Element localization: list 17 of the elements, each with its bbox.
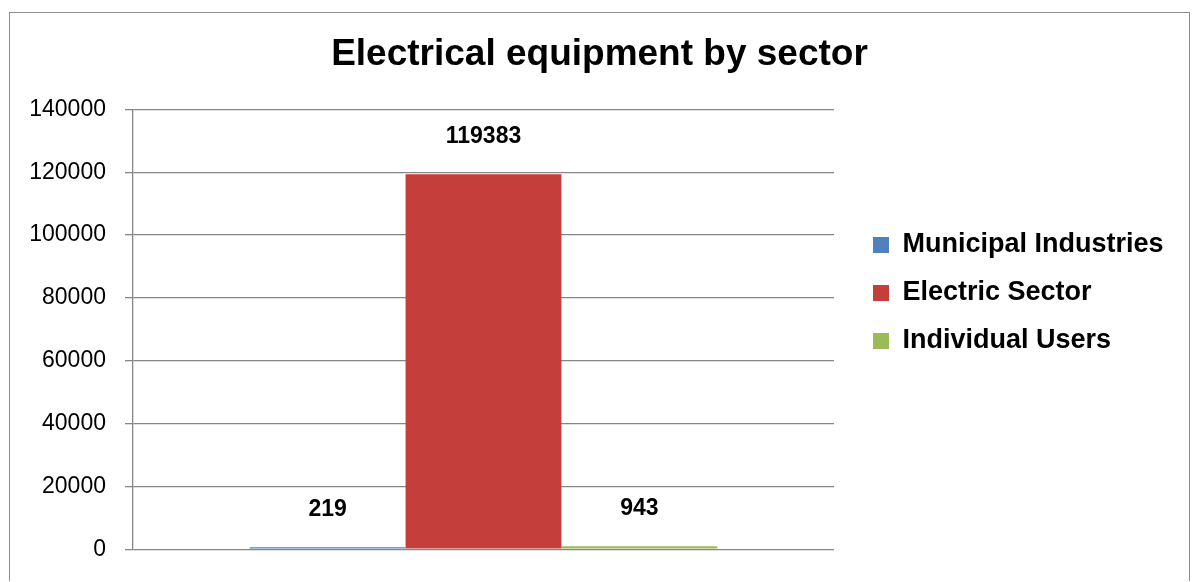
y-tick-label: 0 — [93, 534, 106, 561]
y-tick-label: 40000 — [42, 408, 106, 435]
legend-label: Electric Sector — [902, 276, 1093, 307]
bar — [561, 546, 718, 549]
data-label: 119383 — [445, 121, 522, 148]
data-label: 219 — [308, 494, 347, 521]
y-tick-label: 120000 — [29, 157, 106, 184]
y-tick-label: 60000 — [42, 346, 106, 373]
legend-label: Municipal Industries — [902, 228, 1164, 259]
y-tick-label: 20000 — [42, 471, 106, 498]
y-tick-label: 80000 — [42, 283, 106, 310]
bar — [405, 174, 562, 549]
legend-label: Individual Users — [902, 324, 1112, 355]
y-tick-label: 100000 — [29, 220, 106, 247]
chart-title: Electrical equipment by sector — [331, 32, 868, 74]
data-label: 943 — [620, 493, 659, 520]
y-tick-label: 140000 — [29, 94, 106, 121]
